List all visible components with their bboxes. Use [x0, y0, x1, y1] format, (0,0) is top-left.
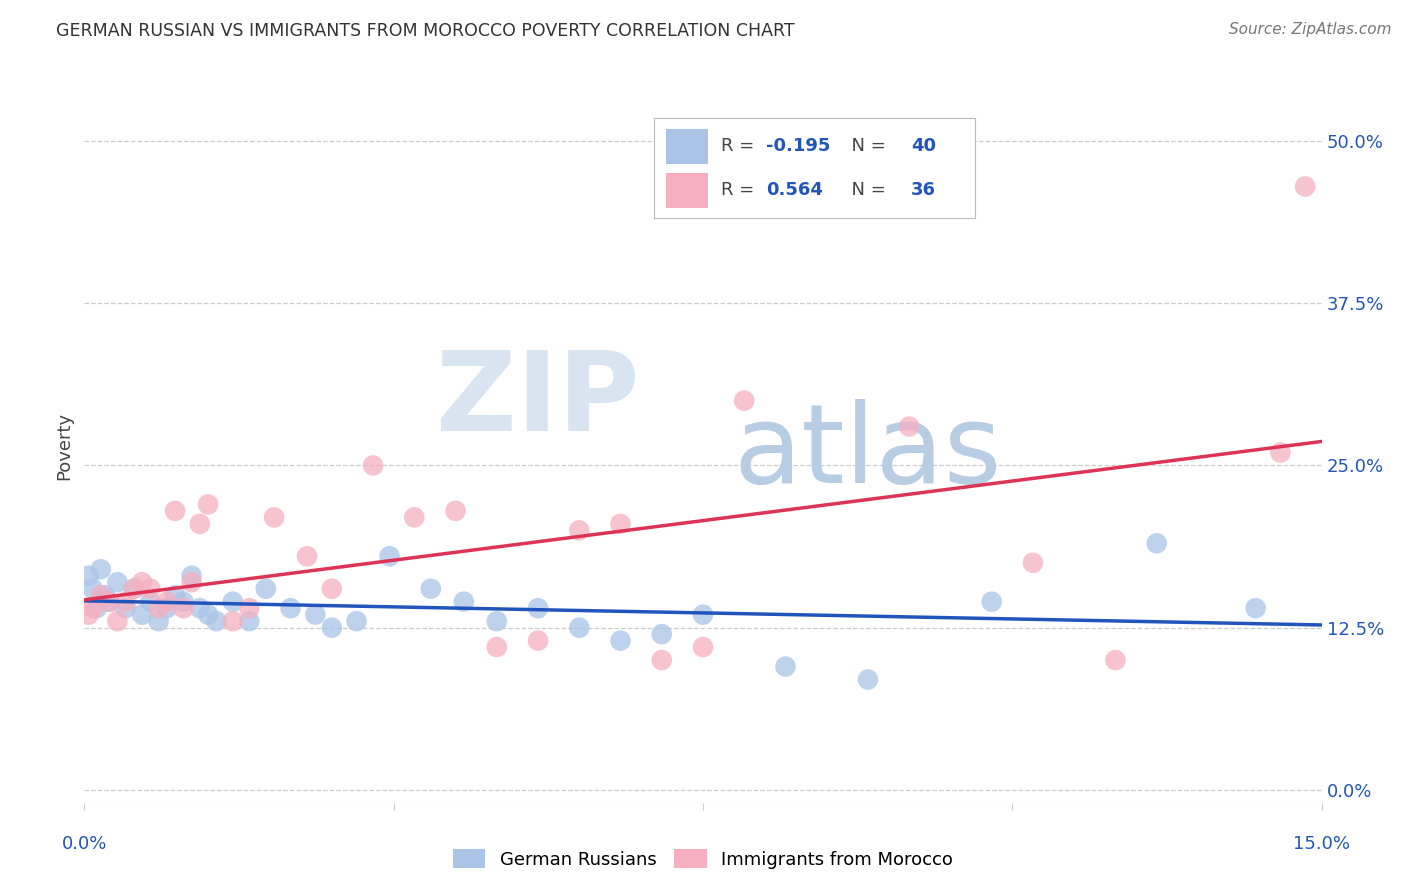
Text: R =: R = [721, 181, 761, 199]
FancyBboxPatch shape [666, 128, 709, 164]
Point [1244, 601, 1267, 615]
Point [82, 582, 104, 596]
Point [188, 516, 211, 531]
Point [222, 614, 245, 628]
Text: R =: R = [721, 137, 761, 155]
Point [131, 607, 153, 622]
Point [94, 588, 117, 602]
Point [295, 549, 318, 564]
Point [90, 562, 112, 576]
Point [122, 582, 145, 596]
Text: Source: ZipAtlas.com: Source: ZipAtlas.com [1229, 22, 1392, 37]
Point [609, 516, 631, 531]
Point [361, 458, 384, 473]
Point [172, 601, 194, 615]
Point [1022, 556, 1045, 570]
Point [321, 621, 343, 635]
Point [321, 582, 343, 596]
Point [775, 659, 797, 673]
Point [444, 504, 467, 518]
Point [485, 614, 508, 628]
Point [419, 582, 441, 596]
Point [139, 582, 162, 596]
Text: 0.564: 0.564 [766, 181, 823, 199]
Point [856, 673, 879, 687]
Point [692, 640, 714, 654]
Point [378, 549, 401, 564]
Point [238, 614, 260, 628]
Text: -0.195: -0.195 [766, 137, 831, 155]
FancyBboxPatch shape [666, 173, 709, 208]
Point [254, 582, 277, 596]
Text: ZIP: ZIP [436, 347, 640, 454]
Text: GERMAN RUSSIAN VS IMMIGRANTS FROM MOROCCO POVERTY CORRELATION CHART: GERMAN RUSSIAN VS IMMIGRANTS FROM MOROCC… [56, 22, 794, 40]
Text: 0.0%: 0.0% [62, 835, 107, 854]
Point [453, 595, 475, 609]
Point [197, 607, 219, 622]
Point [280, 601, 302, 615]
Text: 40: 40 [911, 137, 936, 155]
Point [77, 568, 100, 582]
Point [188, 601, 211, 615]
Point [651, 653, 673, 667]
Text: 15.0%: 15.0% [1294, 835, 1350, 854]
Point [1270, 445, 1292, 459]
Point [205, 614, 228, 628]
Text: 36: 36 [911, 181, 936, 199]
Point [139, 595, 162, 609]
Text: N =: N = [841, 137, 891, 155]
Text: N =: N = [841, 181, 891, 199]
Point [98, 595, 121, 609]
Point [165, 588, 187, 602]
Point [980, 595, 1002, 609]
Point [156, 601, 179, 615]
Text: atlas: atlas [734, 399, 1002, 506]
Point [98, 595, 121, 609]
Point [114, 601, 136, 615]
Point [148, 614, 170, 628]
Point [1104, 653, 1126, 667]
Point [527, 601, 550, 615]
Point [346, 614, 368, 628]
Point [131, 575, 153, 590]
Legend: German Russians, Immigrants from Morocco: German Russians, Immigrants from Morocco [446, 842, 960, 876]
Point [77, 607, 100, 622]
Point [568, 621, 591, 635]
Point [172, 595, 194, 609]
Point [651, 627, 673, 641]
Point [86, 601, 108, 615]
Point [263, 510, 285, 524]
Point [692, 607, 714, 622]
Point [222, 595, 245, 609]
Point [898, 419, 921, 434]
Point [180, 568, 202, 582]
Point [82, 601, 104, 615]
Point [238, 601, 260, 615]
Point [485, 640, 508, 654]
Point [568, 524, 591, 538]
Point [1294, 179, 1316, 194]
Point [527, 633, 550, 648]
Point [156, 595, 179, 609]
Point [304, 607, 326, 622]
Point [148, 601, 170, 615]
Point [609, 633, 631, 648]
Y-axis label: Poverty: Poverty [55, 412, 73, 480]
Point [105, 575, 128, 590]
Point [122, 582, 145, 596]
Point [404, 510, 426, 524]
Point [90, 588, 112, 602]
Point [165, 504, 187, 518]
Point [197, 497, 219, 511]
Point [733, 393, 755, 408]
Point [105, 614, 128, 628]
Point [114, 595, 136, 609]
Point [1146, 536, 1168, 550]
Point [180, 575, 202, 590]
